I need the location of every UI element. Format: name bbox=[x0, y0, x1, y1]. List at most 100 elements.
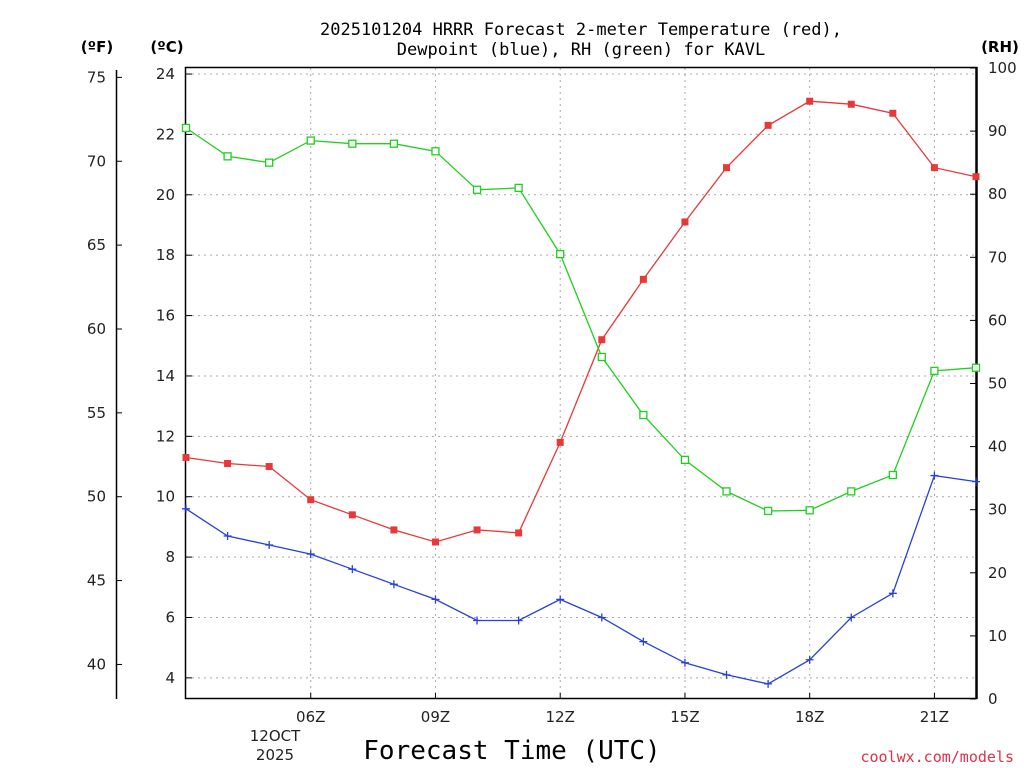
x-axis: 06Z 09Z 12Z 15Z 18Z 21Z 12OCT 2025 Forec… bbox=[250, 708, 949, 766]
fahrenheit-axis: 40 45 50 55 60 65 70 75 bbox=[87, 68, 106, 673]
rh-tick-label: 70 bbox=[988, 248, 1007, 266]
x-tick-label: 15Z bbox=[670, 708, 699, 726]
rh-point bbox=[514, 183, 523, 193]
rh-tick-label: 20 bbox=[988, 564, 1007, 582]
temperature-point bbox=[348, 511, 356, 519]
rh-axis: 0 10 20 30 40 50 60 70 80 90 100 bbox=[988, 59, 1017, 708]
date-label-year: 2025 bbox=[256, 746, 294, 764]
rh-tick-label: 80 bbox=[988, 185, 1007, 203]
rh-point bbox=[847, 487, 856, 496]
rh-tick-label: 10 bbox=[988, 627, 1007, 645]
rh-point bbox=[971, 363, 981, 372]
temperature-point bbox=[847, 100, 855, 108]
dewpoint-point bbox=[556, 595, 565, 604]
rh-point bbox=[265, 158, 274, 167]
dewpoint-line bbox=[185, 474, 977, 685]
dewpoint-point bbox=[930, 471, 939, 480]
fahrenheit-tick-label: 55 bbox=[87, 404, 106, 422]
celsius-tick-label: 6 bbox=[165, 608, 175, 626]
rh-point bbox=[348, 139, 357, 148]
dewpoint-point bbox=[473, 616, 482, 625]
fahrenheit-tick-label: 65 bbox=[87, 236, 106, 254]
rh-tick-label: 90 bbox=[988, 122, 1007, 140]
rh-tick-label: 40 bbox=[988, 438, 1007, 456]
rh-point bbox=[763, 506, 773, 516]
dewpoint-point bbox=[389, 580, 398, 589]
celsius-tick-label: 12 bbox=[156, 427, 175, 445]
rh-point bbox=[556, 249, 565, 259]
dewpoint-point bbox=[597, 613, 606, 622]
dewpoint-point bbox=[431, 595, 440, 604]
dewpoint-point bbox=[888, 589, 897, 598]
fahrenheit-tick-label: 45 bbox=[87, 572, 106, 590]
rh-point bbox=[431, 147, 440, 156]
rh-tick-label: 30 bbox=[988, 501, 1007, 519]
data-series bbox=[181, 97, 981, 688]
rh-tick-label: 50 bbox=[988, 375, 1007, 393]
x-tick-label: 06Z bbox=[296, 708, 325, 726]
temperature-point bbox=[598, 336, 606, 344]
temperature-point bbox=[556, 438, 564, 446]
temperature-point bbox=[182, 453, 190, 461]
dewpoint-point bbox=[348, 565, 357, 574]
celsius-tick-label: 20 bbox=[156, 186, 175, 204]
dewpoint-series bbox=[182, 471, 980, 688]
temperature-point bbox=[265, 463, 273, 471]
unit-labels: (ºF) (ºC) (RH) bbox=[81, 38, 1019, 56]
rh-point bbox=[389, 139, 399, 148]
rh-unit-label: (RH) bbox=[981, 38, 1019, 56]
temperature-point bbox=[431, 538, 439, 546]
temperature-point bbox=[723, 164, 731, 172]
title-line-2: Dewpoint (blue), RH (green) for KAVL bbox=[397, 40, 765, 60]
temperature-point bbox=[681, 218, 689, 226]
dewpoint-point bbox=[847, 613, 856, 622]
fahrenheit-tick-label: 60 bbox=[87, 320, 106, 338]
rh-series bbox=[181, 123, 981, 516]
title-line-1: 2025101204 HRRR Forecast 2-meter Tempera… bbox=[320, 20, 842, 40]
dewpoint-point bbox=[265, 541, 274, 550]
x-axis-title: Forecast Time (UTC) bbox=[363, 736, 660, 766]
celsius-tick-label: 24 bbox=[156, 65, 175, 83]
temperature-point bbox=[515, 529, 523, 537]
rh-point bbox=[597, 352, 606, 362]
rh-point bbox=[181, 123, 191, 133]
celsius-unit-label: (ºC) bbox=[150, 38, 183, 56]
celsius-tick-label: 10 bbox=[156, 488, 175, 506]
rh-point bbox=[306, 136, 315, 145]
dewpoint-point bbox=[972, 477, 980, 486]
x-tick-label: 12Z bbox=[546, 708, 575, 726]
temperature-point bbox=[972, 173, 980, 181]
rh-point bbox=[472, 185, 482, 194]
fahrenheit-unit-label: (ºF) bbox=[81, 38, 113, 56]
rh-point bbox=[639, 410, 648, 420]
plot-frame bbox=[184, 66, 978, 700]
temperature-point bbox=[307, 496, 315, 504]
grid bbox=[116, 67, 976, 700]
rh-tick-label: 100 bbox=[988, 59, 1017, 77]
celsius-tick-label: 4 bbox=[165, 669, 175, 687]
celsius-tick-label: 18 bbox=[156, 246, 175, 264]
temperature-point bbox=[764, 121, 772, 129]
rh-tick-label: 60 bbox=[988, 311, 1007, 329]
dewpoint-point bbox=[182, 504, 190, 513]
rh-tick-label: 0 bbox=[988, 690, 998, 708]
celsius-tick-label: 14 bbox=[156, 367, 175, 385]
dewpoint-point bbox=[639, 637, 648, 646]
rh-point bbox=[223, 152, 232, 161]
temperature-series bbox=[182, 97, 980, 546]
fahrenheit-tick-label: 75 bbox=[87, 68, 106, 86]
rh-line bbox=[185, 127, 977, 512]
temperature-point bbox=[806, 97, 814, 105]
credit-text: coolwx.com/models bbox=[860, 748, 1014, 766]
temperature-point bbox=[473, 526, 481, 534]
title: 2025101204 HRRR Forecast 2-meter Tempera… bbox=[320, 20, 842, 60]
dewpoint-point bbox=[764, 679, 773, 688]
temperature-point bbox=[639, 275, 647, 283]
rh-point bbox=[930, 366, 939, 376]
temperature-point bbox=[889, 109, 897, 117]
temperature-point bbox=[390, 526, 398, 534]
x-tick-label: 09Z bbox=[421, 708, 450, 726]
dewpoint-point bbox=[514, 616, 523, 625]
celsius-tick-label: 8 bbox=[165, 548, 175, 566]
